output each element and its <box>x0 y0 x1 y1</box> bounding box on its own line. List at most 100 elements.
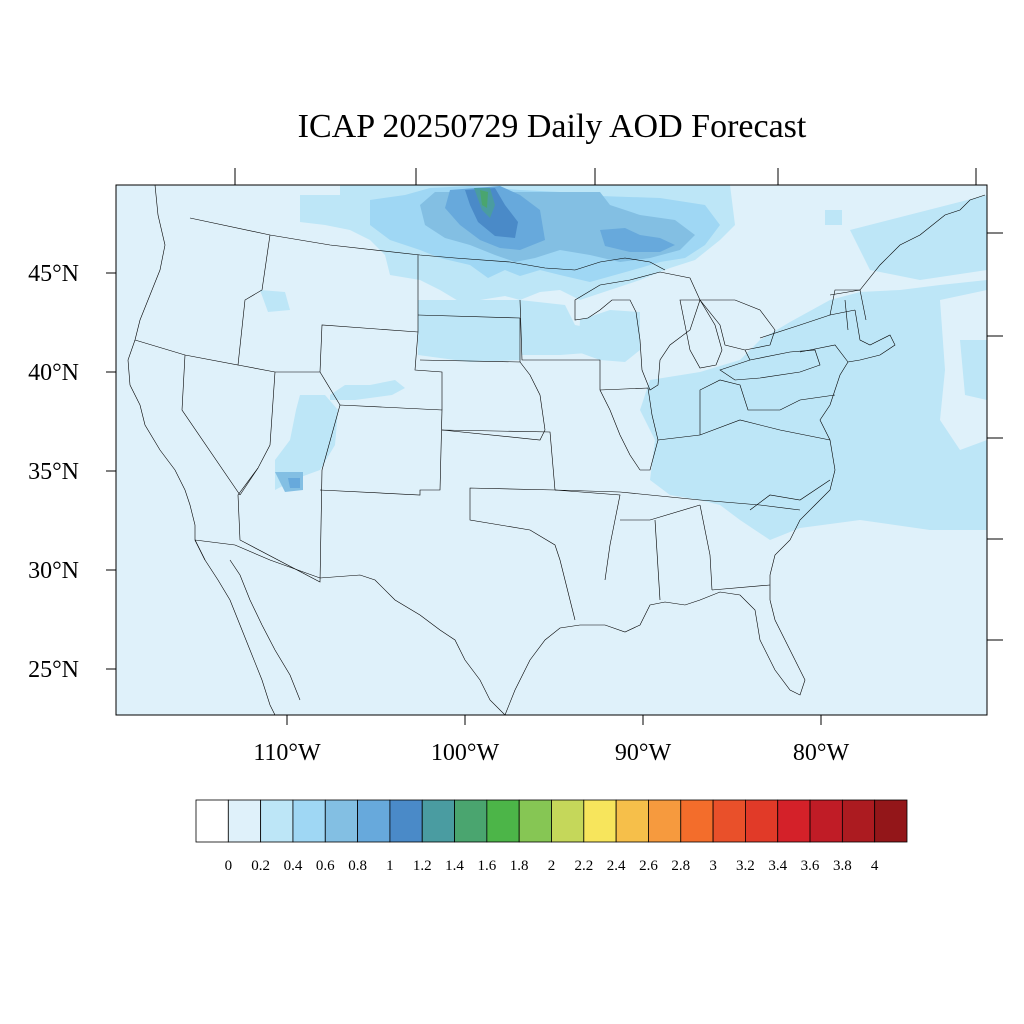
latitude-labels: 45°N 40°N 35°N 30°N 25°N <box>28 261 79 683</box>
colorbar-swatch <box>357 799 391 843</box>
colorbar-swatch <box>874 799 908 843</box>
boundary-line <box>554 489 621 581</box>
boundary-line <box>504 309 896 715</box>
plume-utah <box>275 395 338 490</box>
boundary-line <box>620 504 701 521</box>
lon-label: 110°W <box>253 740 321 766</box>
boundary-line <box>417 314 521 319</box>
plume-arizona-core <box>288 478 300 488</box>
colorbar-swatch <box>195 799 229 843</box>
lat-label: 25°N <box>28 657 79 683</box>
boundary-line <box>127 185 276 715</box>
boundary-line <box>711 584 771 591</box>
boundary-line <box>229 559 301 701</box>
plume-atlantic <box>960 340 987 400</box>
lat-label: 30°N <box>28 558 79 584</box>
boundary-line <box>699 379 836 435</box>
boundary-line <box>657 419 831 441</box>
boundary-line <box>441 429 576 621</box>
map-title: ICAP 20250729 Daily AOD Forecast <box>297 108 807 145</box>
colorbar-swatch <box>809 799 843 843</box>
boundary-line <box>554 489 801 511</box>
lat-label: 35°N <box>28 459 79 485</box>
boundary-line <box>679 299 723 369</box>
colorbar-label: 2.4 <box>607 858 626 874</box>
plume-dakotas <box>418 300 600 362</box>
colorbar-swatch <box>841 799 876 843</box>
boundary-line <box>239 467 259 496</box>
colorbar-swatch <box>745 799 779 843</box>
boundary-line <box>181 354 241 496</box>
colorbar-swatch <box>777 799 811 843</box>
colorbar-swatch <box>260 799 294 843</box>
boundary-line <box>654 519 661 601</box>
boundary-line <box>194 539 206 561</box>
colorbar-swatch <box>615 799 649 843</box>
plume-east <box>640 280 987 540</box>
colorbar-label: 1.6 <box>477 858 496 874</box>
colorbar-label: 0.6 <box>316 858 335 874</box>
colorbar-swatch <box>648 799 682 843</box>
colorbar-label: 0.4 <box>284 858 303 874</box>
colorbar-label: 3.6 <box>801 858 820 874</box>
colorbar-label: 2.8 <box>671 858 690 874</box>
boundary-line <box>859 289 867 321</box>
plume-superior <box>600 228 675 252</box>
boundary-line <box>699 504 713 591</box>
boundary-line <box>759 309 856 339</box>
boundary-line <box>829 194 986 296</box>
colorbar-swatch <box>389 799 423 843</box>
colorbar-label: 3.4 <box>768 858 787 874</box>
plume-idaho <box>260 290 290 312</box>
colorbar-labels: 0 0.2 0.4 0.6 0.8 1 1.2 1.4 1.6 1.8 2 2.2 2.4 2.6 2.8 3… <box>225 858 879 874</box>
colorbar-swatch <box>324 799 358 843</box>
boundary-line <box>844 299 849 331</box>
colorbar-swatch <box>421 799 455 843</box>
colorbar-label: 3 <box>709 858 717 874</box>
colorbar-label: 1.4 <box>445 858 464 874</box>
colorbar-label: 1.2 <box>413 858 432 874</box>
colorbar-swatch <box>680 799 714 843</box>
colorbar-label: 0.8 <box>348 858 367 874</box>
plume-ontario-spot <box>825 210 842 225</box>
lat-label: 40°N <box>28 360 79 386</box>
boundary-line <box>599 387 659 471</box>
colorbar-swatch <box>486 799 520 843</box>
boundary-line <box>749 479 831 511</box>
colorbar-label: 2.2 <box>574 858 593 874</box>
colorbar-label: 1 <box>386 858 394 874</box>
colorbar-swatch <box>518 799 552 843</box>
lon-label: 100°W <box>431 740 500 766</box>
boundary-line <box>699 299 776 351</box>
axis-ticks <box>106 168 1003 725</box>
boundary-line <box>319 371 341 406</box>
boundary-line <box>509 257 666 271</box>
boundary-line <box>799 344 849 363</box>
plume-wisconsin <box>578 310 640 362</box>
longitude-labels: 110°W 100°W 90°W 80°W <box>253 740 849 766</box>
plume-wyoming <box>330 380 405 400</box>
colorbar-label: 2 <box>548 858 556 874</box>
boundary-line <box>829 289 860 316</box>
colorbar-swatch <box>292 799 326 843</box>
colorbar-swatch <box>712 799 746 843</box>
colorbar-swatch <box>551 799 585 843</box>
colorbar-label: 0.2 <box>251 858 270 874</box>
colorbar-swatch <box>227 799 262 843</box>
plume-quebec <box>850 195 987 280</box>
lon-label: 80°W <box>793 740 850 766</box>
lon-label: 90°W <box>615 740 672 766</box>
colorbar-label: 1.8 <box>510 858 529 874</box>
boundary-line <box>189 217 511 263</box>
colorbar-label: 3.2 <box>736 858 755 874</box>
geographic-boundaries <box>127 185 986 715</box>
boundary-line <box>134 234 271 366</box>
lat-label: 45°N <box>28 261 79 287</box>
colorbar <box>195 799 908 843</box>
plume-core-peak <box>480 190 488 208</box>
boundary-line <box>519 299 641 471</box>
boundary-line <box>574 271 701 391</box>
colorbar-label: 3.8 <box>833 858 852 874</box>
map-frame <box>115 184 988 716</box>
